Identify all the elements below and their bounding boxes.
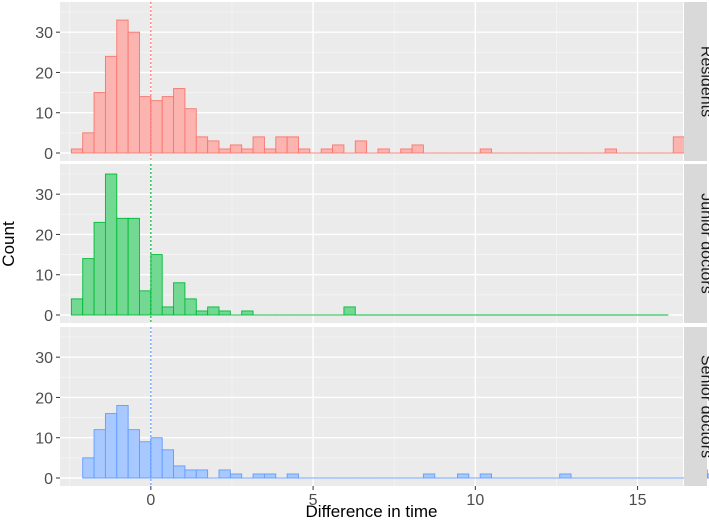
facet-senior-doctors: 0 10 20 30 Senior doctors [35,327,709,488]
x-tick-label: 0 [146,492,155,509]
y-tick-label: 30 [35,187,53,204]
y-tick-label: 20 [35,65,53,82]
histogram-bar [184,469,197,479]
histogram-bar [70,298,84,316]
histogram-bar [139,290,152,316]
y-tick-label: 30 [35,350,53,367]
histogram-bar [104,55,118,154]
histogram-bar [422,473,436,479]
histogram-bar [479,148,493,154]
histogram-bar [286,473,299,479]
histogram-bar [173,282,186,316]
histogram-bar [161,306,175,316]
histogram-bar [127,217,140,316]
panel-background [60,164,683,323]
histogram-bar [116,19,129,154]
histogram-bar [263,473,277,479]
facet-junior-doctors: 0 10 20 30 Junior doctors [35,164,709,325]
histogram-bar [479,473,493,479]
facet-strip-label: Senior doctors [698,355,709,458]
histogram-bar [286,136,299,154]
y-axis-title: Count [0,221,18,267]
y-tick-label: 10 [35,268,53,285]
histogram-bar [195,136,209,154]
histogram-bar [207,140,220,154]
histogram-bar [411,144,424,154]
y-tick-label: 30 [35,25,53,42]
x-tick-label: 10 [466,492,484,509]
y-tick-label: 0 [44,308,53,325]
histogram-bar [275,136,288,154]
histogram-bar [195,469,209,479]
facet-strip-label: Residents [698,46,709,117]
y-tick-label: 10 [35,106,53,123]
histogram-bar [139,441,152,479]
facet-strip [684,327,707,486]
histogram-bar [161,449,175,479]
histogram-bar [70,148,84,154]
x-tick-label: 5 [309,492,318,509]
x-tick-label: 15 [629,492,647,509]
histogram-bar [82,457,95,479]
histogram-bar [184,298,197,316]
histogram-bar [104,413,118,479]
histogram-bar [672,136,686,154]
y-tick-label: 0 [44,471,53,488]
histogram-bar [218,148,231,154]
histogram-bar [116,217,129,316]
y-tick-label: 10 [35,431,53,448]
histogram-bar [298,148,311,154]
histogram-bar [207,306,220,316]
histogram-bar [377,148,390,154]
histogram-bar [195,310,209,316]
histogram-bar [93,221,106,316]
x-axis-title: Difference in time [306,502,438,521]
histogram-bar [127,429,140,479]
histogram-bar [139,96,152,154]
histogram-bar [218,310,231,316]
histogram-bar [252,136,265,154]
histogram-bar [332,144,345,154]
histogram-bar [93,92,106,154]
facet-residents: 0 10 20 30 Residents [35,2,709,163]
histogram-bar [343,306,356,316]
histogram-bar [229,473,243,479]
histogram-bar [150,254,163,316]
histogram-bar [161,96,175,154]
histogram-bar [127,31,140,154]
histogram-bar [354,140,368,154]
histogram-bar [184,108,197,154]
histogram-bar [263,148,277,154]
histogram-bar [104,173,118,316]
histogram-bar [93,429,106,479]
histogram-bar [400,148,413,154]
histogram-bar [241,148,254,154]
histogram-bar [150,100,163,154]
facet-strip [684,2,707,161]
histogram-bar [457,473,470,479]
histogram-bar [229,144,243,154]
histogram-bar [150,437,163,479]
histogram-bar [706,473,709,479]
histogram-bar [173,88,186,154]
y-tick-label: 0 [44,146,53,163]
facet-strip [684,164,707,323]
histogram-bar [82,258,95,316]
histogram-bar [218,469,231,479]
histogram-bar [320,148,334,154]
histogram-bar [559,473,572,479]
histogram-bar [173,465,186,479]
y-tick-label: 20 [35,227,53,244]
histogram-bar [604,148,617,154]
histogram-bar [252,473,265,479]
histogram-bar [82,132,95,154]
y-tick-label: 20 [35,390,53,407]
histogram-bar [241,310,254,316]
facet-strip-label: Junior doctors [698,193,709,294]
histogram-bar [116,405,129,479]
